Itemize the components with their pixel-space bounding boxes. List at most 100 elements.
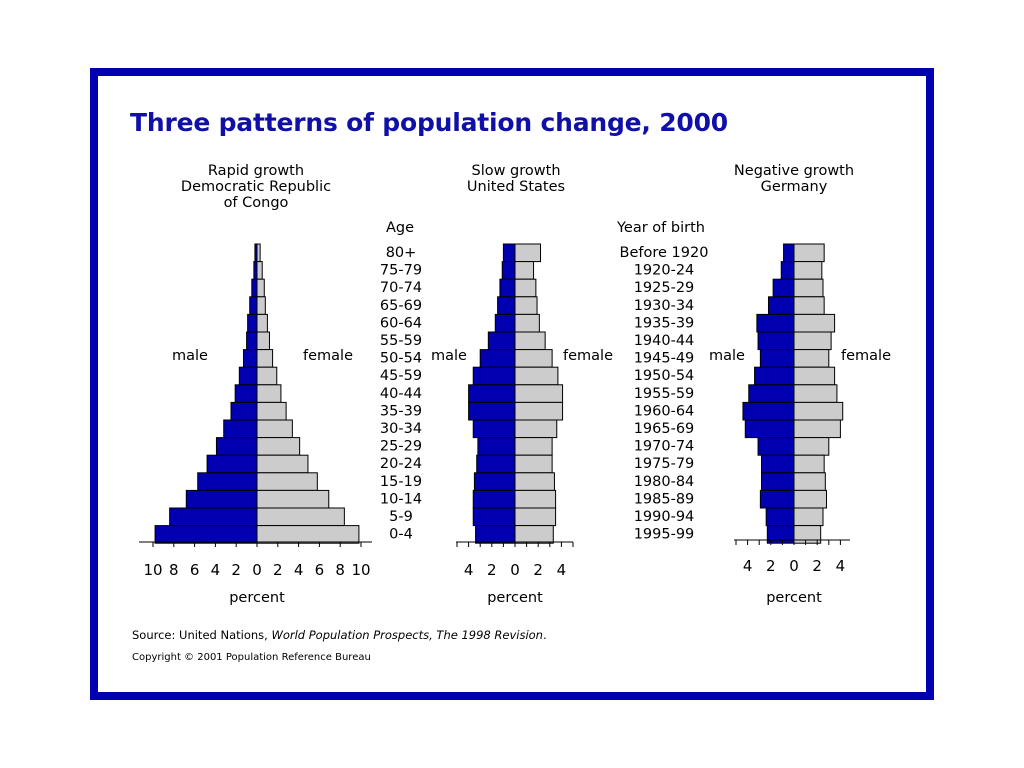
male-bar: [185, 489, 258, 509]
male-bar: [468, 401, 516, 421]
female-bar: [256, 454, 309, 474]
female-bar: [793, 261, 823, 280]
birth-year-label: 1965-69: [634, 421, 695, 437]
female-bar: [514, 437, 553, 456]
x-tick-label: 4: [464, 561, 474, 579]
x-tick-label: 10: [351, 561, 370, 579]
female-bar: [256, 437, 301, 456]
male-bar: [748, 384, 795, 403]
male-bar: [479, 349, 516, 368]
male-bar: [759, 489, 795, 509]
male-bar: [497, 296, 516, 315]
male-bar: [765, 507, 795, 527]
female-label: female: [563, 348, 613, 364]
female-bar: [793, 331, 832, 351]
birth-year-label: 1990-94: [634, 509, 695, 525]
birth-year-label: 1945-49: [634, 351, 695, 367]
year-of-birth-header: Year of birth: [617, 220, 705, 236]
male-bar: [766, 525, 795, 544]
male-bar: [206, 454, 258, 474]
female-bar: [256, 349, 274, 368]
x-tick-label: 4: [294, 561, 304, 579]
female-bar: [256, 331, 270, 351]
female-bar: [514, 489, 557, 509]
birth-year-label: 1985-89: [634, 491, 695, 507]
female-bar: [793, 472, 826, 491]
source-suffix: .: [542, 628, 547, 642]
birth-year-label: 1980-84: [634, 474, 695, 490]
x-axis-label: percent: [766, 590, 822, 606]
source-note: Source: United Nations, World Population…: [132, 628, 547, 642]
female-bar: [256, 525, 360, 544]
x-axis-label: percent: [229, 590, 285, 606]
female-bar: [514, 419, 558, 439]
male-bar: [238, 366, 258, 386]
female-bar: [514, 349, 553, 368]
panel-title-line: United States: [466, 179, 566, 195]
male-label: male: [431, 348, 467, 364]
male-bar: [744, 419, 795, 439]
birth-year-label: 1950-54: [634, 368, 695, 384]
male-bar: [477, 437, 516, 456]
female-bar: [514, 313, 540, 333]
female-bar: [256, 384, 282, 403]
male-bar: [472, 366, 516, 386]
female-bar: [256, 507, 345, 527]
female-bar: [256, 366, 278, 386]
male-bar: [197, 472, 258, 491]
age-group-label: 30-34: [380, 421, 422, 437]
male-bar: [757, 331, 795, 351]
x-tick-label: 0: [789, 557, 799, 575]
female-bar: [514, 507, 557, 527]
female-bar: [256, 401, 287, 421]
panel-title-line: Slow growth: [471, 163, 561, 179]
chart-title: Three patterns of population change, 200…: [130, 108, 729, 137]
female-bar: [514, 261, 535, 280]
birth-year-label: 1970-74: [634, 439, 695, 455]
male-bar: [783, 243, 795, 263]
birth-year-label: Before 1920: [620, 245, 709, 261]
birth-year-label: 1960-64: [634, 403, 695, 419]
age-group-label: 60-64: [380, 315, 422, 331]
female-bar: [256, 313, 268, 333]
male-bar: [476, 454, 516, 474]
birth-year-label: 1920-24: [634, 263, 695, 279]
age-group-label: 25-29: [380, 439, 422, 455]
panel-title-us: Slow growth United States: [396, 163, 636, 195]
x-tick-label: 0: [510, 561, 520, 579]
female-bar: [793, 313, 836, 333]
male-bar: [154, 525, 258, 544]
male-label: male: [709, 348, 745, 364]
male-bar: [757, 437, 795, 456]
male-label: male: [172, 348, 208, 364]
female-bar: [256, 472, 318, 491]
female-bar: [793, 507, 824, 527]
male-bar: [754, 366, 795, 386]
male-bar: [759, 349, 795, 368]
male-bar: [169, 507, 258, 527]
female-bar: [793, 278, 824, 298]
panel-title-congo: Rapid growth Democratic Republic of Cong…: [136, 163, 376, 211]
x-tick-label: 6: [315, 561, 325, 579]
female-bar: [256, 489, 330, 509]
male-bar: [223, 419, 258, 439]
x-tick-label: 2: [487, 561, 497, 579]
x-tick-label: 2: [273, 561, 283, 579]
panel-title-line: Germany: [760, 179, 828, 195]
female-bar: [256, 296, 266, 315]
female-label: female: [303, 348, 353, 364]
female-bar: [793, 489, 827, 509]
male-bar: [472, 507, 516, 527]
male-bar: [234, 384, 258, 403]
x-tick-label: 4: [557, 561, 567, 579]
male-bar: [761, 472, 795, 491]
female-bar: [256, 278, 265, 298]
panel-title-germany: Negative growth Germany: [674, 163, 914, 195]
male-bar: [473, 472, 516, 491]
female-bar: [793, 296, 825, 315]
age-group-label: 35-39: [380, 403, 422, 419]
x-tick-label: 2: [533, 561, 543, 579]
age-group-label: 65-69: [380, 298, 422, 314]
male-bar: [251, 278, 258, 298]
